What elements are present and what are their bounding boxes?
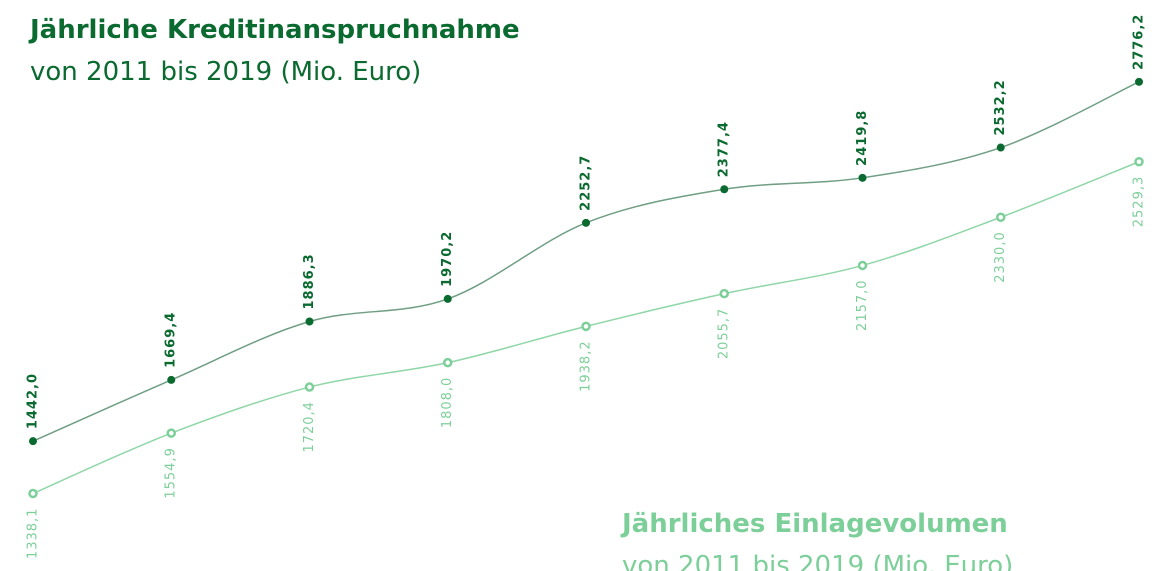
value-label: 2252,7 [579,155,594,211]
point [29,437,37,446]
value-label: 2529,3 [1132,176,1147,228]
value-label: 1970,2 [440,231,455,287]
value-label: 1669,4 [164,312,179,368]
value-label: 1720,4 [302,401,317,453]
value-label: 1808,0 [440,377,455,429]
point [166,428,176,438]
point [167,375,176,384]
value-label: 2330,0 [993,231,1008,283]
point [304,382,315,392]
value-label: 2055,7 [717,308,732,360]
point [581,321,591,332]
value-label: 2776,2 [1132,14,1147,70]
value-label: 2377,4 [717,121,732,177]
point [719,288,729,299]
point [582,218,590,227]
value-label: 1442,0 [26,373,41,429]
point [857,260,868,271]
point [996,212,1006,223]
value-label: 1886,3 [302,253,317,309]
value-label: 2532,2 [993,79,1008,135]
chart-title: Jährliche Kreditinanspruchnahme [28,15,520,45]
value-label: 2157,0 [855,279,870,331]
point [305,317,314,326]
series-subtitle: von 2011 bis 2019 (Mio. Euro) [622,551,1013,571]
point [1134,156,1144,167]
value-label: 1938,2 [579,340,594,392]
point [443,294,452,303]
series-title: Jährliches Einlagevolumen [620,509,1008,539]
point [1135,77,1143,86]
point [720,185,729,194]
point [443,357,453,368]
point [28,488,38,499]
point [996,143,1005,152]
value-label: 2419,8 [855,110,870,166]
value-label: 1338,1 [26,508,41,559]
value-label: 1554,9 [164,447,179,499]
point [858,173,867,182]
chart-subtitle: von 2011 bis 2019 (Mio. Euro) [30,57,421,87]
